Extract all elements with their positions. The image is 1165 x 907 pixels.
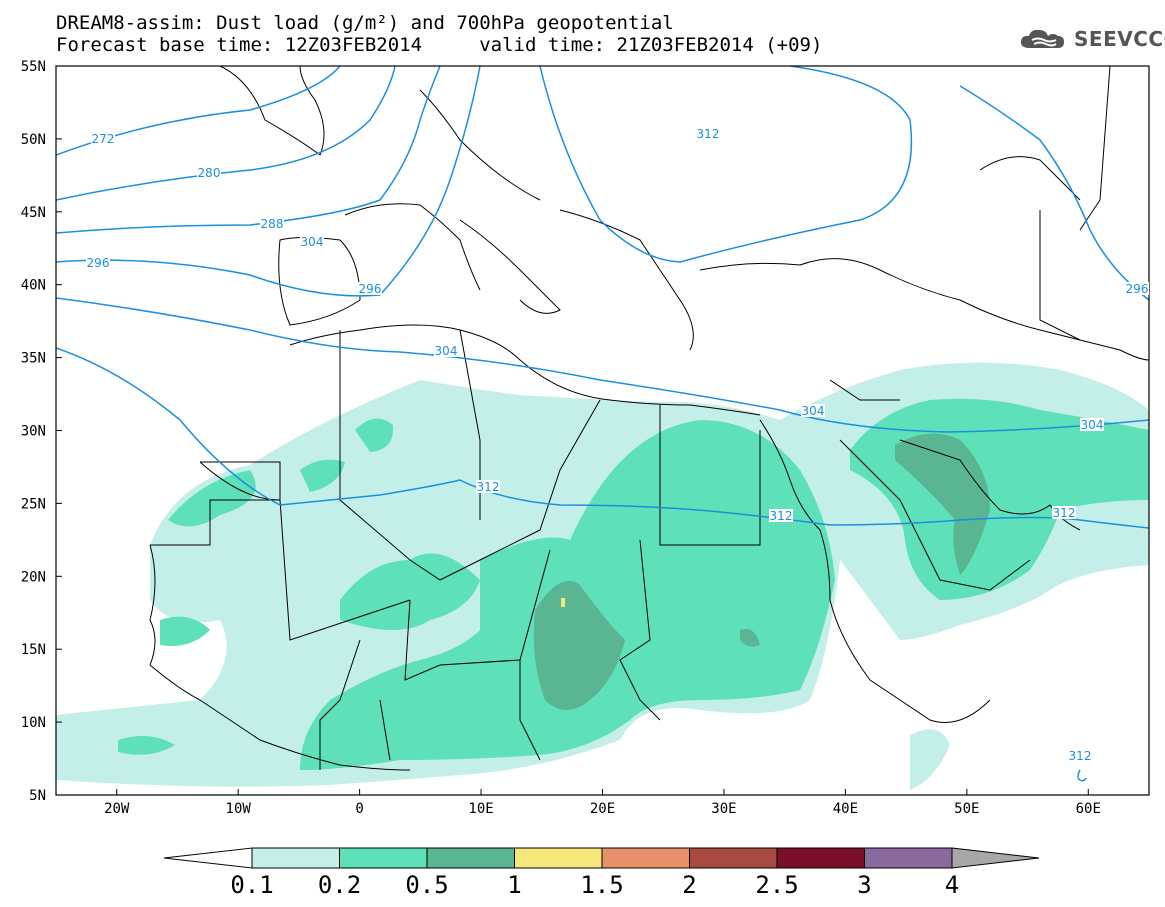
colorbar-label: 0.2 <box>318 871 361 899</box>
contour-label: 312 <box>770 509 793 523</box>
seevccc-logo: SEEVCCC <box>1018 26 1165 52</box>
colorbar-min-arrow <box>163 847 253 869</box>
lat-label: 35N <box>21 351 46 367</box>
colorbar-label: 0.1 <box>230 871 273 899</box>
colorbar-max-arrow <box>951 847 1040 869</box>
contour-label-bg <box>769 509 793 522</box>
colorbar-box <box>689 847 778 869</box>
contour-label-bg <box>696 127 720 140</box>
contour-label: 296 <box>87 256 110 270</box>
lat-label: 20N <box>21 569 46 585</box>
contour-label: 312 <box>1069 749 1092 763</box>
lon-label: 40E <box>833 801 858 817</box>
contour-label: 304 <box>802 404 825 418</box>
contour-label: 280 <box>198 166 221 180</box>
contour-label-bg <box>91 132 115 145</box>
colorbar-box <box>864 847 953 869</box>
dust-layer-1 <box>561 598 565 607</box>
colorbar-label: 1.5 <box>580 871 623 899</box>
colorbar-box <box>339 847 428 869</box>
lon-label: 50E <box>954 801 979 817</box>
contour-label-bg <box>197 166 221 179</box>
contour-label: 288 <box>261 217 284 231</box>
contour-label-bg <box>1068 749 1092 762</box>
contour-label-bg <box>476 480 500 493</box>
contour-label-bg <box>260 217 284 230</box>
lon-label: 60E <box>1076 801 1101 817</box>
logo-text: SEEVCCC <box>1074 27 1165 51</box>
contour-label-bg <box>1080 418 1104 431</box>
contour-label-bg <box>1052 506 1076 519</box>
lat-label: 30N <box>21 424 46 440</box>
contour-label: 272 <box>92 132 115 146</box>
lat-label: 55N <box>21 59 46 75</box>
contour-label-bg <box>801 404 825 417</box>
longitude-axis: 20W 10W 0 10E 20E 30E 40E 50E 60E <box>104 789 1101 817</box>
cloud-icon <box>1020 29 1064 48</box>
lon-label: 0 <box>355 801 363 817</box>
contour-label: 296 <box>359 282 382 296</box>
contour-label: 304 <box>301 235 324 249</box>
colorbar-label: 2 <box>682 871 696 899</box>
latitude-axis: 55N 50N 45N 40N 35N 30N 25N 20N 15N 10N 5N <box>21 59 62 804</box>
forecast-time-line: Forecast base time: 12Z03FEB2014 valid t… <box>56 34 823 56</box>
lat-label: 45N <box>21 205 46 221</box>
colorbar-label: 0.5 <box>405 871 448 899</box>
colorbar-labels: 0.1 0.2 0.5 1 1.5 2 2.5 3 4 <box>230 871 959 899</box>
colorbar-label: 4 <box>945 871 959 899</box>
coastlines-borders <box>149 66 1149 771</box>
colorbar-box <box>514 847 603 869</box>
contour-label: 312 <box>477 480 500 494</box>
colorbar-label: 3 <box>857 871 871 899</box>
contour-label-bg <box>300 235 324 248</box>
contour-label: 312 <box>1053 506 1076 520</box>
contour-label-bg <box>1125 282 1149 295</box>
contour-label: 304 <box>1081 418 1104 432</box>
contour-label: 304 <box>435 344 458 358</box>
lat-label: 15N <box>21 642 46 658</box>
colorbar-label: 2.5 <box>755 871 798 899</box>
contour-label: 312 <box>697 127 720 141</box>
colorbar-box <box>601 847 690 869</box>
lat-label: 5N <box>29 788 46 804</box>
contour-label-bg <box>434 344 458 357</box>
colorbar-box <box>251 847 340 869</box>
map-area <box>56 66 1149 795</box>
contour-label-bg <box>86 256 110 269</box>
lon-label: 20W <box>104 801 130 817</box>
contour-label: 296 <box>1126 282 1149 296</box>
lon-label: 10E <box>468 801 493 817</box>
lon-label: 30E <box>711 801 736 817</box>
lat-label: 40N <box>21 278 46 294</box>
colorbar-label: 1 <box>507 871 521 899</box>
lon-label: 10W <box>226 801 252 817</box>
lat-label: 25N <box>21 496 46 512</box>
lat-label: 10N <box>21 715 46 731</box>
colorbar-box <box>426 847 515 869</box>
contour-label-bg <box>358 282 382 295</box>
lat-label: 50N <box>21 132 46 148</box>
colorbar-boxes <box>163 847 1040 869</box>
geopotential-contours <box>56 66 1149 782</box>
lon-label: 20E <box>590 801 615 817</box>
chart-title: DREAM8-assim: Dust load (g/m²) and 700hP… <box>56 12 674 34</box>
contour-labels: 272 280 288 296 296 296 304 304 304 304 312 312 312 3… <box>86 127 1149 763</box>
colorbar-box <box>776 847 865 869</box>
